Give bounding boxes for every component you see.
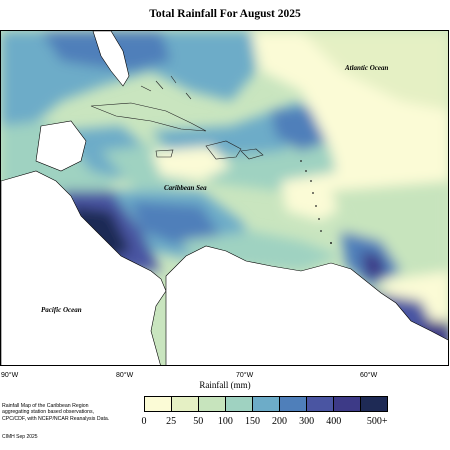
legend-swatch xyxy=(307,397,334,411)
legend-swatch xyxy=(199,397,226,411)
central-america-land xyxy=(1,170,167,365)
legend-tick-label: 0 xyxy=(141,416,147,427)
legend-ticks: 0 25 50 100 150 200 300 400 500+ xyxy=(0,416,450,428)
rainfall-legend xyxy=(144,396,388,412)
puerto-rico-outline xyxy=(240,148,264,160)
florida-land xyxy=(92,31,130,87)
legend-swatch xyxy=(280,397,307,411)
jamaica-outline xyxy=(155,149,174,158)
longitude-label: 90°W xyxy=(1,372,19,379)
caribbean-sea-label: Caribbean Sea xyxy=(164,184,207,192)
legend-tick-label: 300 xyxy=(299,416,315,427)
legend-swatch xyxy=(145,397,172,411)
longitude-label: 70°W xyxy=(236,372,254,379)
rainfall-map: Atlantic Ocean Caribbean Sea Pacific Oce… xyxy=(0,30,449,366)
legend-tick-label: 500+ xyxy=(366,416,388,427)
legend-swatch xyxy=(334,397,361,411)
description-line: CPC/CDF, with NCEP/NCAR Reanalysis Data. xyxy=(2,415,110,422)
description-line: aggregating station based observations, xyxy=(2,409,94,416)
yucatan-land xyxy=(35,120,87,172)
legend-tick-label: 50 xyxy=(193,416,204,427)
legend-swatch xyxy=(226,397,253,411)
legend-tick-label: 25 xyxy=(166,416,177,427)
legend-swatch xyxy=(361,397,387,411)
cuba-outline xyxy=(90,102,207,132)
atlantic-ocean-label: Atlantic Ocean xyxy=(345,64,389,72)
pacific-ocean-label: Pacific Ocean xyxy=(41,306,82,314)
legend-tick-label: 150 xyxy=(244,416,260,427)
south-america-land xyxy=(165,245,448,365)
longitude-label: 60°W xyxy=(360,372,378,379)
legend-swatch xyxy=(253,397,280,411)
lesser-antilles xyxy=(300,160,332,244)
map-description: Rainfall Map of the Caribbean Region agg… xyxy=(2,403,109,422)
legend-axis-label: Rainfall (mm) xyxy=(199,380,251,390)
legend-tick-label: 100 xyxy=(217,416,233,427)
map-title: Total Rainfall For August 2025 xyxy=(149,8,301,20)
credit-text: CIMH Sep 2025 xyxy=(2,434,38,440)
legend-tick-label: 400 xyxy=(326,416,342,427)
bahamas-outline xyxy=(140,75,192,100)
land-masses xyxy=(1,120,448,365)
legend-swatch xyxy=(172,397,199,411)
rainfall-map-canvas xyxy=(1,31,448,365)
rainfall-field xyxy=(1,31,448,365)
island-outlines xyxy=(90,75,264,160)
legend-tick-label: 200 xyxy=(272,416,288,427)
hispaniola-outline xyxy=(205,140,242,160)
description-line: Rainfall Map of the Caribbean Region xyxy=(2,403,89,409)
longitude-label: 80°W xyxy=(116,372,134,379)
